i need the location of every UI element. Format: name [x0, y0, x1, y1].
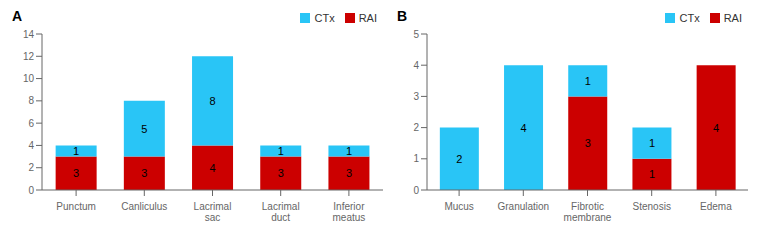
svg-text:8: 8 [209, 95, 215, 107]
svg-text:1: 1 [346, 145, 352, 157]
svg-text:3: 3 [141, 167, 147, 179]
svg-text:1: 1 [278, 145, 284, 157]
svg-text:0: 0 [28, 185, 34, 196]
html-text:CTx: CTx [679, 12, 700, 24]
svg-text:1: 1 [649, 137, 655, 149]
svg-text:3: 3 [73, 167, 79, 179]
svg-text:Mucus: Mucus [444, 201, 473, 212]
svg-text:4: 4 [520, 122, 526, 134]
svg-text:Canliculus: Canliculus [121, 201, 167, 212]
svg-text:14: 14 [23, 29, 35, 40]
svg-text:Lacrimalsac: Lacrimalsac [194, 201, 232, 223]
svg-text:2: 2 [456, 153, 462, 165]
html-text:RAI: RAI [358, 12, 377, 24]
svg-text:Punctum: Punctum [56, 201, 95, 212]
svg-text:Inferiormeatus: Inferiormeatus [333, 201, 366, 223]
svg-text:4: 4 [713, 122, 719, 134]
svg-text:12: 12 [23, 51, 35, 62]
html-text:B: B [397, 8, 408, 24]
svg-text:6: 6 [28, 118, 34, 129]
svg-text:Fibroticmembrane: Fibroticmembrane [564, 201, 612, 223]
svg-text:4: 4 [209, 162, 215, 174]
svg-text:10: 10 [23, 73, 35, 84]
svg-text:2: 2 [28, 162, 34, 173]
svg-text:5: 5 [141, 123, 147, 135]
svg-text:3: 3 [413, 91, 419, 102]
svg-text:4: 4 [413, 60, 419, 71]
svg-text:1: 1 [413, 153, 419, 164]
html-text:A: A [12, 8, 23, 24]
svg-text:1: 1 [73, 145, 79, 157]
svg-text:8: 8 [28, 95, 34, 106]
svg-text:3: 3 [278, 167, 284, 179]
svg-text:3: 3 [346, 167, 352, 179]
svg-text:3: 3 [585, 137, 591, 149]
svg-text:Stenosis: Stenosis [633, 201, 671, 212]
svg-text:Lacrimalduct: Lacrimalduct [262, 201, 300, 223]
svg-text:5: 5 [413, 29, 419, 40]
svg-text:1: 1 [649, 168, 655, 180]
html-text:RAI: RAI [723, 12, 742, 24]
svg-text:4: 4 [28, 140, 34, 151]
svg-text:2: 2 [413, 122, 419, 133]
svg-text:0: 0 [413, 185, 419, 196]
svg-text:Edema: Edema [700, 201, 732, 212]
svg-text:Granulation: Granulation [497, 201, 549, 212]
svg-text:1: 1 [585, 75, 591, 87]
html-text:CTx: CTx [314, 12, 335, 24]
